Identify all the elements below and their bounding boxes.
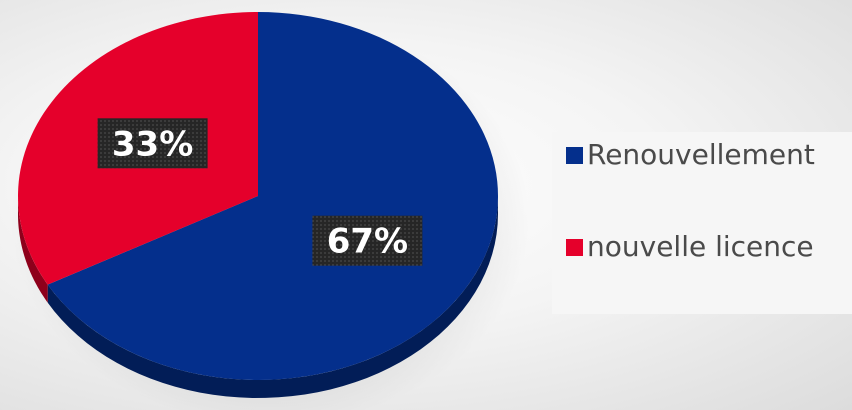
legend-item-renouvellement: Renouvellement bbox=[566, 138, 839, 172]
legend-swatch-renouvellement bbox=[566, 147, 583, 164]
legend-swatch-nouvelle-licence bbox=[566, 239, 583, 256]
data-label-renouvellement: 67% bbox=[327, 222, 408, 262]
data-label-bg-renouvellement bbox=[312, 215, 423, 266]
legend: Renouvellement nouvelle licence bbox=[552, 132, 852, 314]
data-label-bg-nouvelle-licence bbox=[97, 118, 208, 169]
pie-side-nouvelle-licence bbox=[18, 196, 48, 303]
data-label-nouvelle-licence: 33% bbox=[112, 124, 193, 164]
pie-slice-renouvellement bbox=[47, 12, 499, 381]
legend-label-nouvelle-licence: nouvelle licence bbox=[587, 230, 814, 263]
legend-item-nouvelle-licence: nouvelle licence bbox=[566, 230, 852, 264]
legend-label-renouvellement: Renouvellement bbox=[587, 138, 815, 171]
